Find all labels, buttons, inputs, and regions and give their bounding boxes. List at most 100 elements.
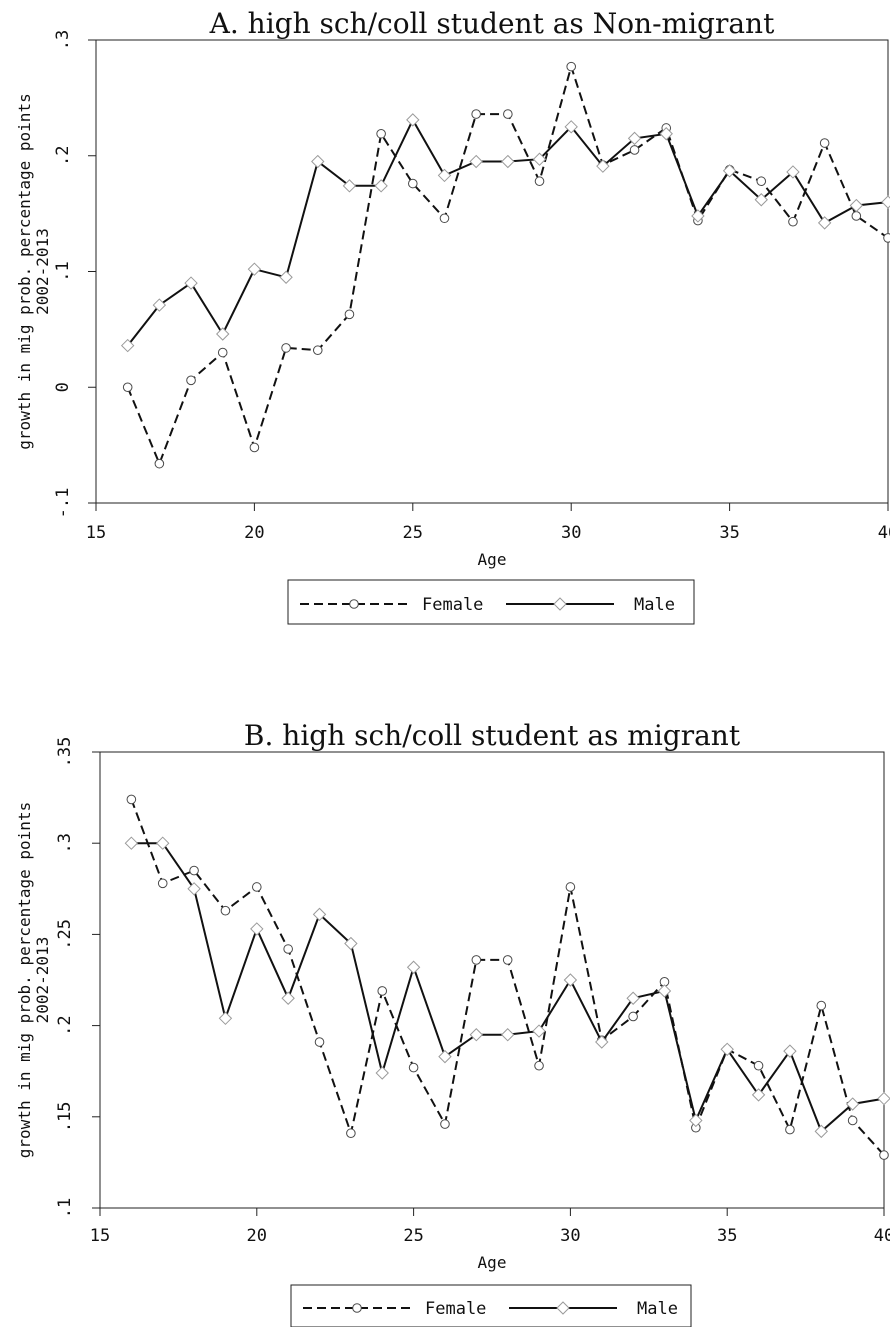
data-point-male [627,131,642,146]
data-point-female [565,882,576,892]
data-point-male [438,1049,452,1064]
data-point-male [532,152,547,166]
data-point-female [851,211,862,221]
data-point-male [437,168,452,183]
data-point-male [311,154,325,169]
data-point-male [657,984,672,998]
plot-frame [99,751,885,1209]
y-tick-label: .15 [55,1101,75,1132]
series-female [122,61,890,469]
data-point-male [375,1066,389,1080]
data-point-female [819,138,830,148]
data-point-male [626,991,640,1005]
y-tick-label: .1 [53,261,73,281]
series-male [124,836,890,1139]
data-point-female [189,865,199,876]
y-tick-label: .2 [53,146,73,166]
legend-marker-female [352,1303,362,1313]
x-tick-label: 20 [247,1226,267,1246]
data-point-male [247,262,262,276]
data-point-male [501,154,515,169]
x-tick-label: 15 [90,1226,110,1246]
data-point-male [406,960,421,974]
data-point-male [754,193,768,207]
data-point-male [877,1091,890,1106]
data-point-female [566,61,577,72]
data-point-female [629,145,640,155]
data-point-male [187,882,201,896]
x-tick-label: 25 [403,523,423,543]
x-tick-label: 35 [719,523,739,543]
y-tick-label: .2 [55,1015,75,1035]
data-point-male [722,164,737,178]
data-point-female [220,905,231,916]
data-point-female [753,1060,764,1071]
legend-frame [290,1284,692,1327]
series-male [120,113,890,353]
data-point-female [816,1000,827,1011]
data-point-female [154,458,165,469]
data-point-female [408,178,418,189]
plot-frame [95,39,889,504]
y-axis-label: growth in mig prob. percentage points [15,93,34,449]
series-line-male [126,117,889,347]
data-point-male [720,1042,734,1057]
data-point-male [344,936,358,951]
y-axis-label: 2002-2013 [33,228,52,315]
data-point-female [502,955,513,965]
y-tick-label: .35 [55,737,75,768]
legend: Female Male [290,1284,692,1327]
y-tick-label: .3 [55,833,75,853]
data-point-male [817,216,832,230]
data-point-male [184,276,198,290]
data-point-male [659,127,673,141]
data-point-male [156,836,170,850]
series-line-female [130,799,885,1156]
data-point-female [281,343,291,353]
data-point-female [249,442,260,453]
data-point-male [814,1124,828,1139]
x-axis-label: Age [478,1253,507,1272]
data-point-male [281,991,295,1005]
legend-marker-female [349,599,359,609]
data-point-male [689,1113,703,1128]
x-tick-label: 30 [561,523,581,543]
x-tick-label: 40 [878,523,890,543]
y-tick-label: .25 [55,919,75,950]
data-point-male [374,179,388,193]
y-tick-label: .3 [53,30,73,50]
data-point-female [788,216,798,227]
data-point-female [251,882,262,892]
x-tick-label: 35 [717,1226,737,1246]
data-point-female [471,109,481,119]
data-point-male [250,922,264,936]
data-point-male [120,338,135,353]
chart-panel-a: A. high sch/coll student as Non-migrant 1… [15,7,890,625]
data-point-female [283,944,293,954]
data-point-female [847,1115,858,1126]
data-point-male [786,165,800,179]
y-axis-label: 2002-2013 [33,937,52,1024]
x-tick-label: 30 [560,1226,580,1246]
data-point-female [217,347,228,358]
legend-label-female: Female [425,1299,486,1319]
data-point-male [881,195,890,209]
chart-title: A. high sch/coll student as Non-migrant [209,7,775,40]
data-point-male [500,1028,515,1042]
data-point-female [756,176,767,187]
data-point-female [408,1062,419,1073]
data-point-female [344,309,355,320]
y-tick-label: .1 [55,1198,75,1218]
data-point-male [342,179,357,193]
y-tick-label: -.1 [53,488,73,519]
data-point-female [186,375,196,386]
legend-label-female: Female [422,595,483,615]
legend-label-male: Male [634,595,675,615]
legend-marker-male [553,597,567,611]
data-point-male [216,327,230,341]
data-point-male [469,154,483,169]
x-tick-label: 25 [403,1226,423,1246]
data-point-male [312,907,327,922]
data-point-male [849,198,864,213]
data-point-male [124,836,139,850]
